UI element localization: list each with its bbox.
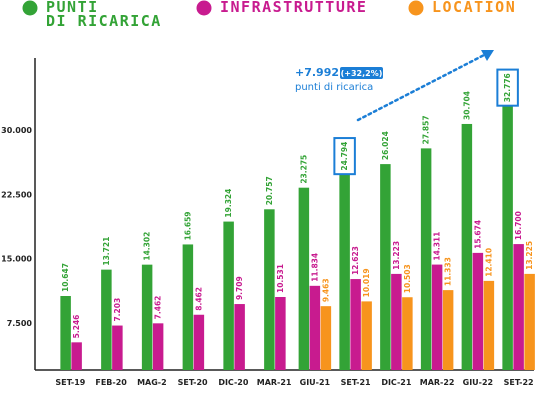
x-tick-label-7: GIU-21 [300,378,331,387]
bar-2-set-19 [71,342,82,370]
bar-3-giu-21 [320,306,332,370]
bar-value-label-1-dic-21: 26.024 [381,131,390,160]
bar-value-label-3-giu-22: 12.410 [484,248,493,277]
legend-label-2: INFRASTRUTTURE [220,0,367,16]
bar-2-giu-22 [472,252,484,370]
bar-value-label-1-mar-21: 20.757 [265,176,274,205]
bar-2-mar-21 [275,297,286,370]
bar-value-label-1-set-22: 32.776 [503,73,512,102]
annotation-subline: punti di ricarica [295,82,373,93]
bar-value-label-1-set-21: 24.794 [340,142,349,171]
x-tick-label-4: SET-20 [178,378,208,387]
bar-value-label-1-dic-20: 19.324 [224,189,233,218]
bar-1-set-20 [182,244,194,370]
y-tick-label-4: 30.000 [1,126,32,135]
bar-value-label-2-dic-20: 9.709 [235,276,244,300]
x-tick-label-6: MAR-21 [257,378,292,387]
bar-2-set-22 [513,244,524,370]
bar-value-label-2-set-22: 16.700 [514,211,523,240]
bar-2-set-20 [193,314,205,370]
bar-value-label-3-giu-21: 9.463 [321,278,330,302]
x-tick-label-8: SET-21 [341,378,371,387]
bar-value-label-1-set-19: 10.647 [61,263,70,292]
annotation-badge: (+32,2%) [341,69,383,78]
bar-3-set-22 [524,273,535,370]
bar-value-label-2-giu-22: 15.674 [473,220,482,249]
bar-2-set-21 [350,279,361,370]
bar-value-label-2-mar-22: 14.311 [433,232,442,261]
bar-1-set-21 [339,174,350,370]
bar-value-label-3-dic-21: 10.503 [403,264,412,293]
bar-value-label-2-set-20: 8.462 [194,287,203,311]
bar-value-label-2-set-19: 5.246 [72,315,81,339]
highlight-box-1 [333,137,356,176]
x-tick-label-1: SET-19 [55,378,85,387]
legend-label-1-line-1: PUNTI [46,0,99,16]
bar-value-label-2-mar-21: 10.531 [276,264,285,293]
bar-2-dic-20 [234,304,245,370]
bar-value-label-3-mar-22: 11.333 [444,257,453,286]
bar-value-label-2-mag-2: 7.462 [154,296,163,320]
bar-1-feb-20 [101,269,112,370]
y-tick-label-3: 22.500 [1,190,32,199]
bar-2-feb-20 [112,325,123,370]
highlight-box-2 [496,68,519,107]
bar-1-dic-20 [223,221,234,370]
x-tick-label-11: GIU-22 [463,378,494,387]
x-tick-label-12: SET-22 [504,378,534,387]
trend-arrow-line [356,51,490,122]
bar-1-mar-22 [420,148,432,370]
bar-3-dic-21 [402,297,413,370]
bar-1-giu-22 [461,123,473,370]
legend-label-1-line-2: DI RICARICA [46,12,162,30]
bar-value-label-1-giu-22: 30.704 [462,91,471,120]
bars: SET-19 10.647 5.246 FEB-20 13.721 7.203 MAG-2 1… [55,73,535,387]
bar-1-dic-21 [380,164,391,370]
x-tick-label-9: DIC-21 [381,378,412,387]
y-tick-label-2: 15.000 [1,255,32,264]
bar-value-label-3-set-21: 10.019 [362,268,371,297]
bar-1-giu-21 [298,187,310,370]
x-tick-label-3: MAG-2 [137,378,167,387]
x-tick-label-5: DIC-20 [218,378,249,387]
bar-value-label-1-set-20: 16.659 [183,211,192,240]
bar-2-giu-21 [309,285,321,370]
bar-2-mag-2 [152,323,164,370]
bar-value-label-1-mar-22: 27.857 [422,115,431,144]
y-tick-label-1: 7.500 [7,319,33,328]
bar-2-mar-22 [431,264,443,370]
bar-value-label-3-set-22: 13.225 [525,241,534,270]
legend-swatch-1 [22,0,38,16]
bar-3-set-21 [361,301,372,370]
annotation-headline: +7.992 [295,66,339,79]
bar-2-dic-21 [391,273,402,370]
bar-3-giu-22 [483,280,495,370]
bar-value-label-2-feb-20: 7.203 [113,298,122,322]
bar-value-label-1-giu-21: 23.275 [299,155,308,184]
legend-swatch-2 [196,0,212,16]
bar-3-mar-22 [442,290,454,370]
annotation: +7.992 (+32,2%) punti di ricarica [295,50,519,176]
bar-value-label-2-set-21: 12.623 [351,246,360,275]
legend-swatch-3 [408,0,424,16]
bar-value-label-2-dic-21: 13.223 [392,241,401,270]
annotation-badge-bg [340,67,383,79]
x-tick-label-10: MAR-22 [420,378,455,387]
bar-1-set-22 [502,106,513,371]
bar-value-label-1-feb-20: 13.721 [102,237,111,266]
legend-label-3: LOCATION [432,0,516,16]
bar-1-mag-2 [141,264,153,370]
bar-1-set-19 [60,296,71,370]
bar-value-label-2-giu-21: 11.834 [310,253,319,282]
x-tick-label-2: FEB-20 [95,378,127,387]
bar-1-mar-21 [264,209,275,370]
bar-value-label-1-mag-2: 14.302 [143,232,152,261]
trend-arrow-head [481,50,494,61]
